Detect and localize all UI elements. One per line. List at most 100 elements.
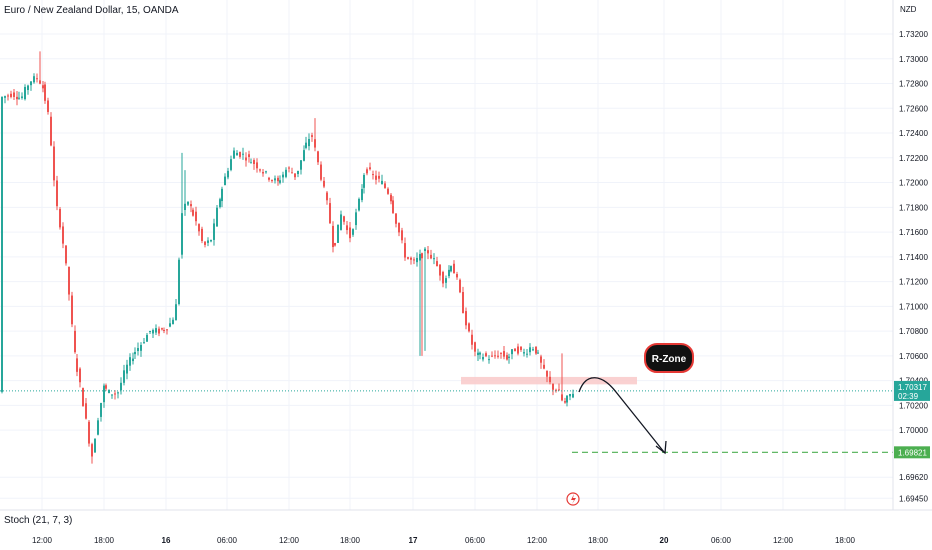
candle-body — [358, 198, 360, 211]
candle-body — [427, 250, 429, 254]
candle-body — [485, 353, 487, 357]
y-tick-label: 1.72200 — [899, 154, 928, 163]
y-tick-label: 1.70000 — [899, 426, 928, 435]
candle-body — [387, 188, 389, 194]
candle-body — [424, 248, 426, 251]
candle-body — [16, 96, 18, 100]
candle-body — [169, 323, 171, 327]
candle-body — [39, 80, 41, 84]
candle-body — [450, 266, 452, 272]
candle-body — [378, 175, 380, 179]
candle-body — [352, 229, 354, 235]
candle-body — [433, 258, 435, 260]
candle-body — [245, 157, 247, 161]
projection-curve[interactable] — [578, 377, 665, 453]
candle-body — [413, 259, 415, 261]
candles — [1, 51, 574, 464]
candle-body — [346, 225, 348, 231]
candle-body — [210, 239, 212, 242]
candle-body — [297, 170, 299, 175]
x-tick-label: 16 — [162, 536, 171, 545]
lightning-icon[interactable] — [566, 492, 580, 506]
candle-body — [523, 352, 525, 354]
y-tick-label: 1.71600 — [899, 228, 928, 237]
candle-body — [535, 346, 537, 354]
candle-body — [552, 383, 554, 390]
candle-body — [303, 150, 305, 161]
candle-body — [529, 347, 531, 353]
candle-body — [361, 189, 363, 201]
candle-body — [468, 323, 470, 332]
candle-body — [494, 355, 496, 357]
candle-body — [343, 216, 345, 222]
candle-body — [143, 342, 145, 344]
candle-body — [256, 162, 258, 169]
candle-body — [91, 444, 93, 457]
candle-body — [448, 269, 450, 277]
candle-body — [285, 169, 287, 177]
candle-body — [317, 151, 319, 163]
y-tick-label: 1.72400 — [899, 129, 928, 138]
candle-body — [50, 116, 52, 146]
candle-body — [564, 401, 566, 403]
candle-body — [279, 180, 281, 183]
candle-body — [334, 243, 336, 246]
candle-body — [178, 259, 180, 305]
candle-body — [207, 240, 209, 243]
candle-body — [18, 97, 20, 99]
candle-body — [526, 353, 528, 355]
candle-body — [7, 95, 9, 97]
candle-body — [314, 139, 316, 148]
candle-body — [24, 86, 26, 100]
candle-body — [230, 159, 232, 170]
candle-body — [291, 172, 293, 174]
candle-body — [332, 225, 334, 248]
candle-body — [76, 358, 78, 372]
candle-body — [129, 357, 131, 366]
candle-body — [158, 328, 160, 334]
candle-body — [152, 329, 154, 334]
candle-body — [201, 228, 203, 242]
candle-body — [503, 351, 505, 357]
candle-body — [195, 211, 197, 222]
candle-body — [508, 356, 510, 358]
x-tick-label: 06:00 — [217, 536, 238, 545]
candle-body — [79, 368, 81, 383]
r-zone-label[interactable]: R-Zone — [644, 343, 694, 373]
candle-body — [474, 342, 476, 352]
candle-body — [326, 192, 328, 201]
candle-body — [268, 177, 270, 180]
indicator-label[interactable]: Stoch (21, 7, 3) — [4, 515, 73, 526]
time-axis: 12:00 18:00 16 06:00 12:00 18:00 17 06:00 12:00 1… — [32, 536, 856, 545]
candle-body — [355, 212, 357, 226]
candle-body — [88, 421, 90, 444]
candle-body — [224, 176, 226, 186]
candle-body — [543, 364, 545, 369]
candle-body — [239, 151, 241, 157]
candle-body — [103, 385, 105, 403]
candle-body — [477, 352, 479, 356]
candle-body — [192, 209, 194, 216]
candle-body — [172, 319, 174, 325]
candle-body — [242, 153, 244, 155]
y-tick-label: 1.69450 — [899, 494, 928, 503]
y-tick-label: 1.72000 — [899, 179, 928, 188]
candle-body — [274, 178, 276, 181]
target-price-value: 1.69821 — [898, 448, 927, 457]
candle-body — [204, 241, 206, 245]
candle-body — [184, 203, 186, 211]
candle-body — [439, 264, 441, 276]
candle-body — [71, 295, 73, 325]
x-tick-label: 06:00 — [711, 536, 732, 545]
candle-body — [398, 222, 400, 233]
candle-body — [120, 382, 122, 391]
y-tick-label: 1.72600 — [899, 104, 928, 113]
candle-body — [30, 81, 32, 86]
candle-body — [134, 351, 136, 355]
candle-body — [372, 174, 374, 176]
candle-body — [213, 223, 215, 240]
y-tick-label: 1.71800 — [899, 203, 928, 212]
y-tick-label: 1.73200 — [899, 30, 928, 39]
